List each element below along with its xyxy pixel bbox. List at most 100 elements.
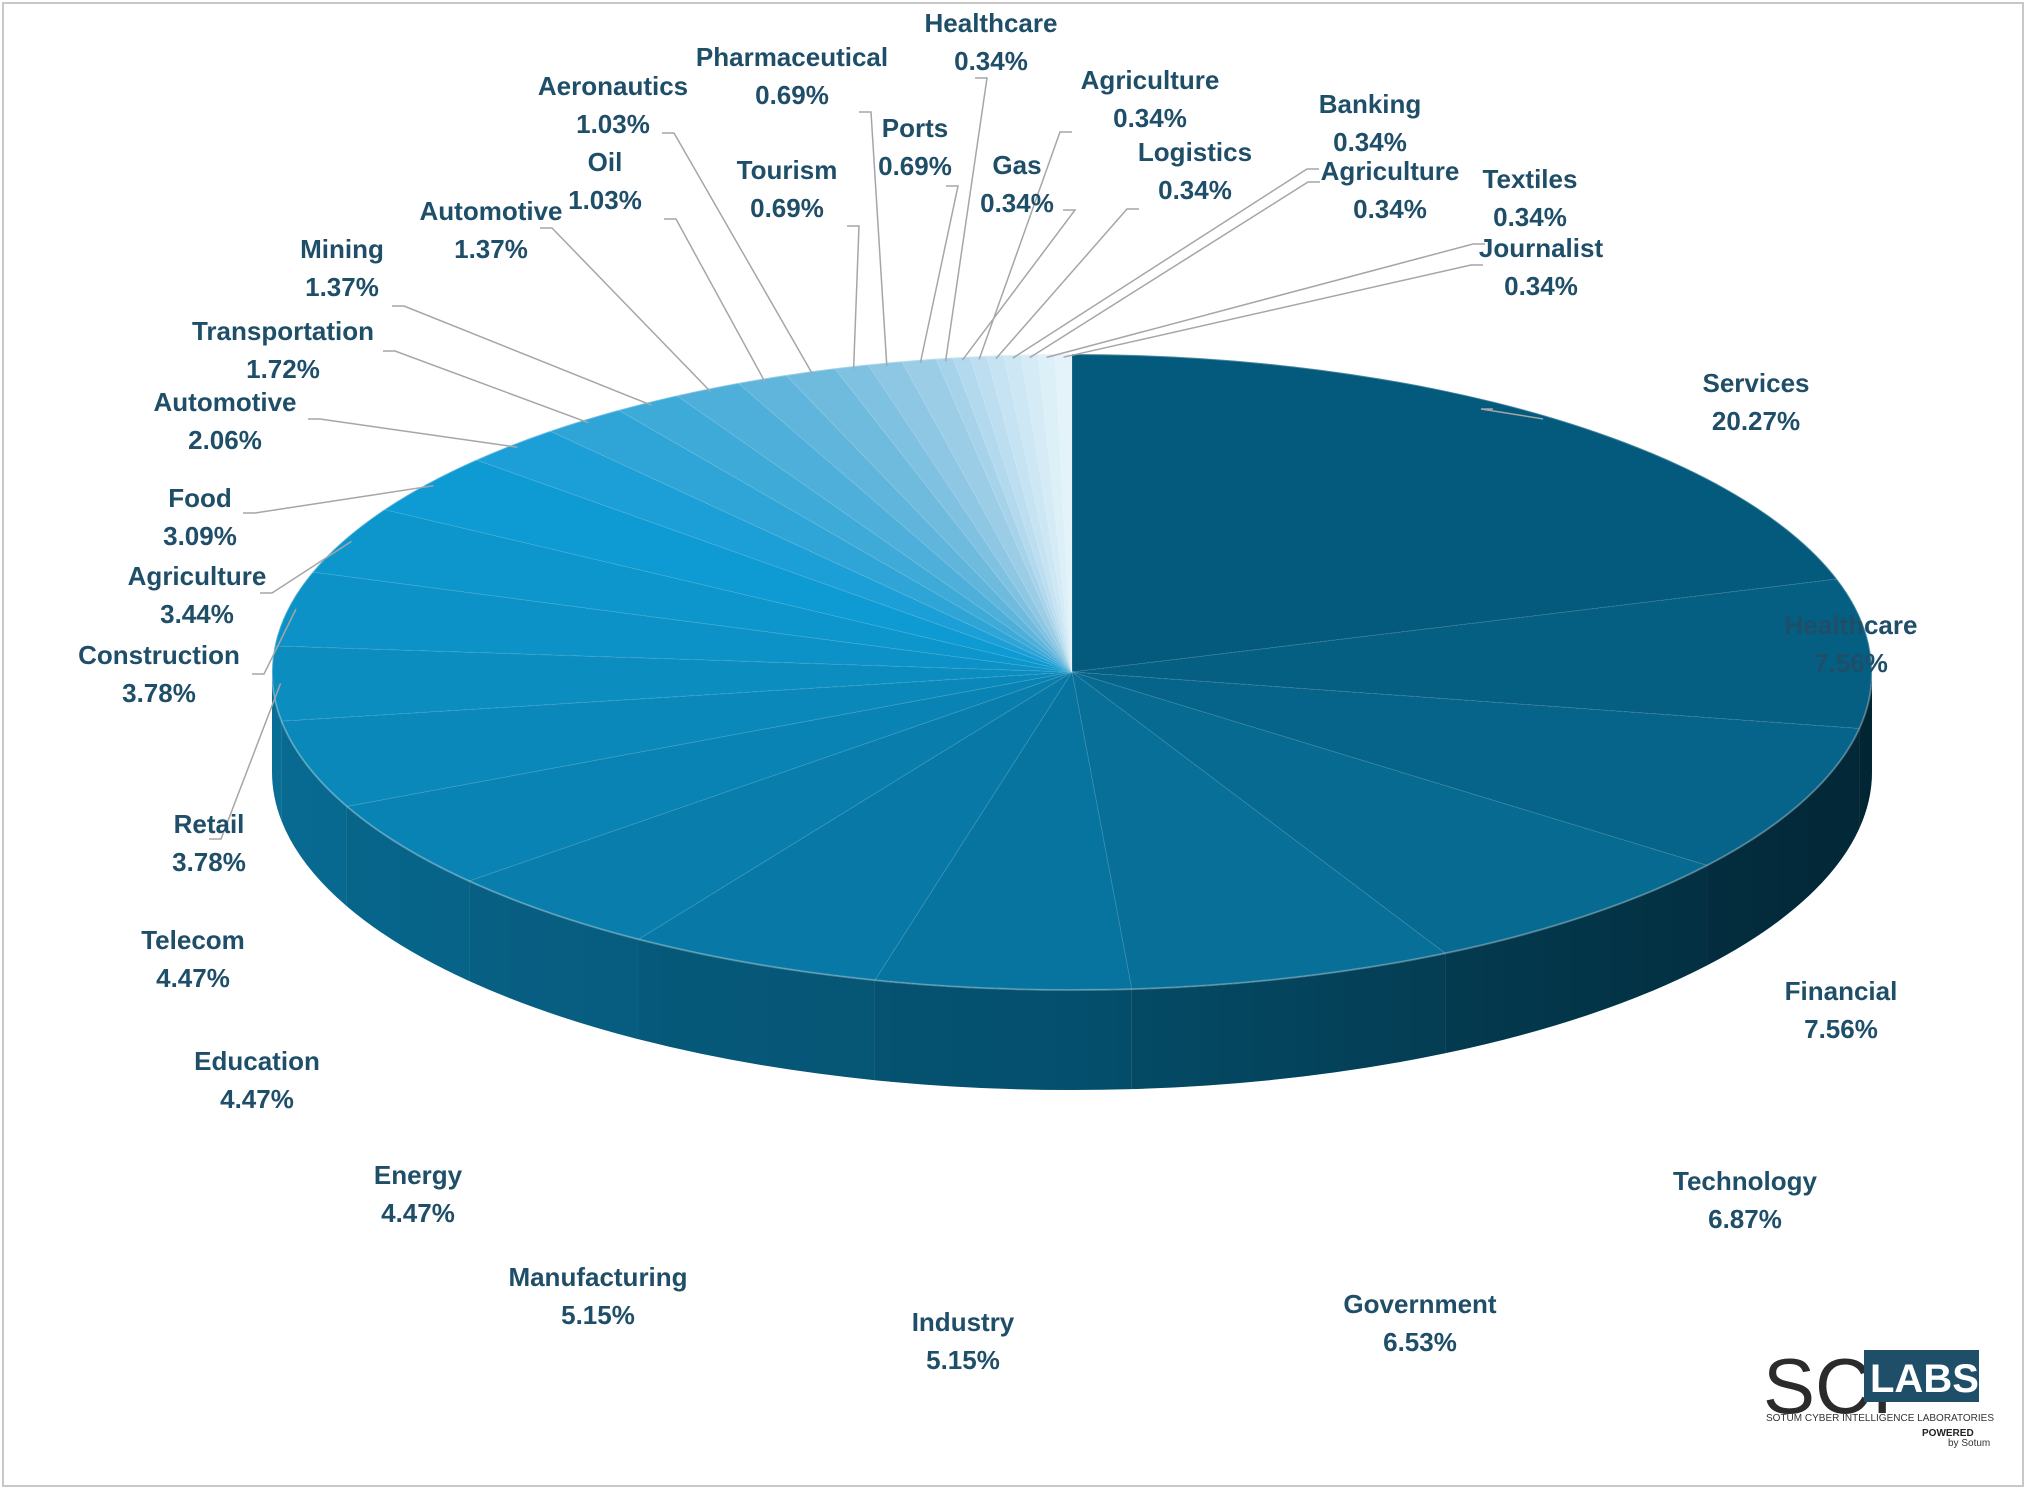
slice-label-name: Agriculture <box>1321 156 1460 186</box>
pie-slices <box>271 353 1873 991</box>
slice-label-name: Food <box>168 483 232 513</box>
pie-slice-20 <box>833 363 1073 673</box>
pie-slice-24 <box>952 356 1073 673</box>
slice-label-value: 0.34% <box>1493 202 1567 232</box>
pie-slice-12 <box>311 509 1073 673</box>
slice-label-name: Logistics <box>1138 137 1252 167</box>
data-label-30: Journalist 0.34% <box>1479 233 1604 301</box>
slice-label-name: Services <box>1703 368 1810 398</box>
pie-slice-5 <box>874 670 1133 991</box>
data-label-9: Telecom 4.47% <box>141 925 245 993</box>
slice-label-name: Agriculture <box>128 561 267 591</box>
slice-label-name: Retail <box>174 809 245 839</box>
leader-line-17 <box>540 227 712 393</box>
pie-slice-2 <box>1071 671 1861 866</box>
leader-line-30 <box>1063 264 1483 358</box>
slice-label-value: 3.78% <box>122 678 196 708</box>
pie-slice-9 <box>280 671 1073 807</box>
data-label-26: Logistics 0.34% <box>1138 137 1252 205</box>
leader-line-22 <box>919 185 959 364</box>
slice-label-value: 7.56% <box>1804 1014 1878 1044</box>
data-label-17: Automotive 1.37% <box>420 196 563 264</box>
data-label-23: Healthcare 0.34% <box>925 8 1058 76</box>
logo-subtitle: SOTUM CYBER INTELLIGENCE LABORATORIES <box>1766 1413 1994 1424</box>
slice-label-value: 1.72% <box>246 354 320 384</box>
leader-line-11 <box>252 608 297 675</box>
slice-label-value: 6.87% <box>1708 1204 1782 1234</box>
slice-label-name: Manufacturing <box>508 1262 687 1292</box>
pie-slice-26 <box>986 354 1073 673</box>
pie-slice-6 <box>637 671 1073 981</box>
slice-label-value: 1.03% <box>568 185 642 215</box>
slice-label-name: Industry <box>912 1307 1015 1337</box>
slice-label-value: 5.15% <box>926 1345 1000 1375</box>
leader-line-13 <box>243 484 434 514</box>
slice-label-value: 0.69% <box>750 193 824 223</box>
logo-labs-box <box>1864 1350 1979 1402</box>
pie-slice-29 <box>1037 353 1073 673</box>
pie-slice-30 <box>1054 353 1073 673</box>
slice-label-name: Journalist <box>1479 233 1604 263</box>
slice-label-name: Aeronautics <box>538 71 688 101</box>
pie-slice-25 <box>969 355 1073 673</box>
leader-line-10 <box>209 683 282 840</box>
logo-by: by Sotum <box>1948 1438 1990 1449</box>
slice-label-name: Telecom <box>141 925 245 955</box>
slice-label-name: Automotive <box>420 196 563 226</box>
pie-slice-11 <box>274 571 1073 673</box>
slice-label-name: Healthcare <box>1785 610 1918 640</box>
leader-line-27 <box>1012 168 1319 359</box>
pie-slice-19 <box>784 367 1073 673</box>
slice-label-value: 4.47% <box>381 1198 455 1228</box>
slice-label-value: 1.37% <box>305 272 379 302</box>
pie-slice-13 <box>383 459 1073 673</box>
slice-label-name: Banking <box>1319 89 1422 119</box>
pie-slice-3 <box>1071 671 1709 954</box>
leader-line-0 <box>1480 408 1544 420</box>
leader-line-19 <box>662 132 814 375</box>
data-label-5: Industry 5.15% <box>912 1307 1015 1375</box>
slice-label-value: 0.69% <box>878 151 952 181</box>
leader-line-12 <box>260 540 352 594</box>
slice-label-value: 0.34% <box>954 46 1028 76</box>
data-label-1: Healthcare 7.56% <box>1785 610 1918 678</box>
slice-label-value: 3.78% <box>172 847 246 877</box>
data-labels: Services 20.27% Healthcare 7.56% Financial 7.… <box>78 8 1917 1375</box>
leader-line-20 <box>847 225 860 370</box>
data-label-18: Oil 1.03% <box>568 147 642 215</box>
data-label-4: Government 6.53% <box>1343 1289 1496 1357</box>
pie-rim <box>271 353 1873 991</box>
slice-label-name: Energy <box>374 1160 463 1190</box>
pie-slice-10 <box>271 645 1073 722</box>
logo-labs-text: LABS <box>1870 1357 1979 1401</box>
slice-label-name: Textiles <box>1483 164 1578 194</box>
leader-lines <box>209 77 1544 840</box>
leader-line-28 <box>1029 181 1320 359</box>
pie-slice-21 <box>867 360 1073 673</box>
pie-sides <box>272 672 1872 1090</box>
slice-label-value: 1.37% <box>454 234 528 264</box>
slice-label-value: 0.34% <box>980 188 1054 218</box>
data-label-21: Pharmaceutical 0.69% <box>696 42 888 110</box>
pie-slice-4 <box>1071 670 1447 990</box>
slice-label-value: 20.27% <box>1712 406 1800 436</box>
slice-label-name: Mining <box>300 234 384 264</box>
slice-label-value: 0.34% <box>1504 271 1578 301</box>
slice-label-value: 0.34% <box>1113 103 1187 133</box>
data-label-6: Manufacturing 5.15% <box>508 1262 687 1330</box>
data-label-8: Education 4.47% <box>194 1046 320 1114</box>
slice-label-name: Government <box>1343 1289 1496 1319</box>
pie-slice-22 <box>901 358 1073 673</box>
slice-label-value: 3.09% <box>163 521 237 551</box>
data-label-28: Agriculture 0.34% <box>1321 156 1460 224</box>
leader-line-24 <box>961 209 1077 361</box>
data-label-19: Aeronautics 1.03% <box>538 71 688 139</box>
pie-slice-27 <box>1003 354 1073 673</box>
slice-label-value: 0.34% <box>1353 194 1427 224</box>
pie-slice-18 <box>736 374 1073 673</box>
data-label-13: Food 3.09% <box>163 483 237 551</box>
slice-label-value: 2.06% <box>188 425 262 455</box>
pie-slice-16 <box>617 394 1073 673</box>
data-label-2: Financial 7.56% <box>1785 976 1898 1044</box>
